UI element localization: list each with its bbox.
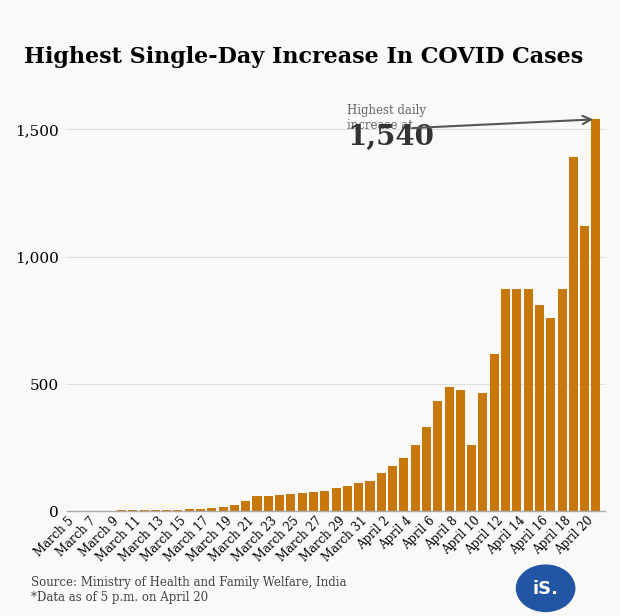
Text: Highest daily
increase at: Highest daily increase at <box>347 104 427 132</box>
Bar <box>162 510 171 511</box>
Bar <box>298 493 307 511</box>
Bar <box>252 496 262 511</box>
Bar <box>354 484 363 511</box>
Bar <box>241 501 250 511</box>
Bar <box>196 509 205 511</box>
Bar <box>501 289 510 511</box>
Bar <box>365 481 374 511</box>
Bar <box>377 473 386 511</box>
Bar <box>422 428 431 511</box>
Bar <box>332 488 340 511</box>
Bar <box>569 158 578 511</box>
Bar <box>230 505 239 511</box>
Bar <box>467 445 476 511</box>
Bar <box>286 494 296 511</box>
Text: 1,540: 1,540 <box>347 124 434 152</box>
Bar <box>207 508 216 511</box>
Bar <box>535 305 544 511</box>
Bar <box>174 510 182 511</box>
Bar <box>490 354 499 511</box>
Text: Source: Ministry of Health and Family Welfare, India
*Data as of 5 p.m. on April: Source: Ministry of Health and Family We… <box>31 576 347 604</box>
Bar <box>321 490 329 511</box>
Bar <box>185 509 193 511</box>
Bar <box>410 445 420 511</box>
Bar <box>580 226 589 511</box>
Bar <box>151 510 160 511</box>
Bar <box>591 120 601 511</box>
Bar <box>219 507 228 511</box>
Bar <box>557 289 567 511</box>
Circle shape <box>516 565 575 612</box>
Bar <box>399 458 409 511</box>
Bar <box>524 289 533 511</box>
Bar <box>445 387 454 511</box>
Bar <box>546 318 556 511</box>
Bar <box>456 391 465 511</box>
Bar <box>433 400 442 511</box>
Text: iS.: iS. <box>533 580 559 598</box>
Bar <box>512 289 521 511</box>
Bar <box>140 510 149 511</box>
Text: Highest Single-Day Increase In COVID Cases: Highest Single-Day Increase In COVID Cas… <box>24 46 583 68</box>
Bar <box>309 492 318 511</box>
Bar <box>343 486 352 511</box>
Bar <box>275 495 284 511</box>
Bar <box>388 466 397 511</box>
Bar <box>264 496 273 511</box>
Bar <box>479 393 487 511</box>
